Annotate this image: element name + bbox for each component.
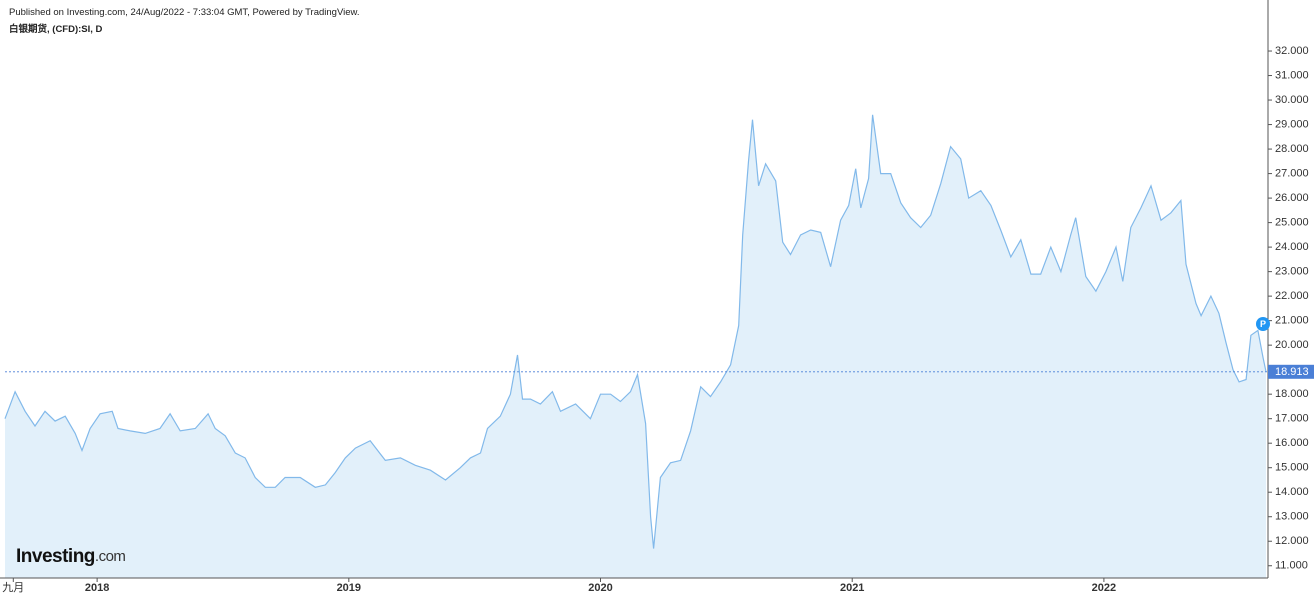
x-tick-label: 2019 <box>337 582 361 594</box>
x-tick-label: 2018 <box>85 582 109 594</box>
area-fill <box>5 114 1266 579</box>
y-tick-label: 28.000 <box>1275 143 1309 155</box>
y-tick-label: 20.000 <box>1275 339 1309 351</box>
y-tick-label: 22.000 <box>1275 290 1309 302</box>
logo: Investing.com <box>16 546 125 567</box>
y-tick-label: 32.000 <box>1275 45 1309 57</box>
y-tick-label: 18.000 <box>1275 388 1309 400</box>
y-tick-label: 11.000 <box>1275 560 1308 572</box>
y-tick-label: 15.000 <box>1275 462 1309 474</box>
x-tick-label: 2021 <box>840 582 864 594</box>
y-tick-label: 31.000 <box>1275 69 1309 81</box>
y-tick-label: 24.000 <box>1275 241 1309 253</box>
y-tick-label: 14.000 <box>1275 486 1309 498</box>
y-tick-label: 16.000 <box>1275 437 1309 449</box>
x-tick-label: 2022 <box>1092 582 1116 594</box>
price-line <box>4 114 1267 549</box>
y-tick-label: 12.000 <box>1275 535 1309 547</box>
published-note: Published on Investing.com, 24/Aug/2022 … <box>9 7 360 18</box>
x-tick-label: 2020 <box>588 582 612 594</box>
price-level-box <box>1268 364 1314 379</box>
y-tick-label: 23.000 <box>1275 266 1309 278</box>
marker-label: P <box>1260 319 1266 329</box>
symbol-title: 白银期货, (CFD):SI, D <box>9 24 103 35</box>
price-level-label: 18.913 <box>1275 366 1309 378</box>
y-tick-label: 27.000 <box>1275 167 1309 179</box>
y-tick-label: 17.000 <box>1275 413 1309 425</box>
marker-badge <box>1256 317 1270 331</box>
y-tick-label: 26.000 <box>1275 192 1309 204</box>
y-tick-label: 21.000 <box>1275 315 1309 327</box>
x-tick-label: 九月 <box>2 581 24 594</box>
y-tick-label: 30.000 <box>1275 94 1309 106</box>
y-tick-label: 29.000 <box>1275 118 1309 130</box>
logo-main: Investing <box>16 546 95 567</box>
logo-suffix: .com <box>95 548 126 565</box>
y-tick-label: 25.000 <box>1275 217 1309 229</box>
y-tick-label: 13.000 <box>1275 511 1309 523</box>
